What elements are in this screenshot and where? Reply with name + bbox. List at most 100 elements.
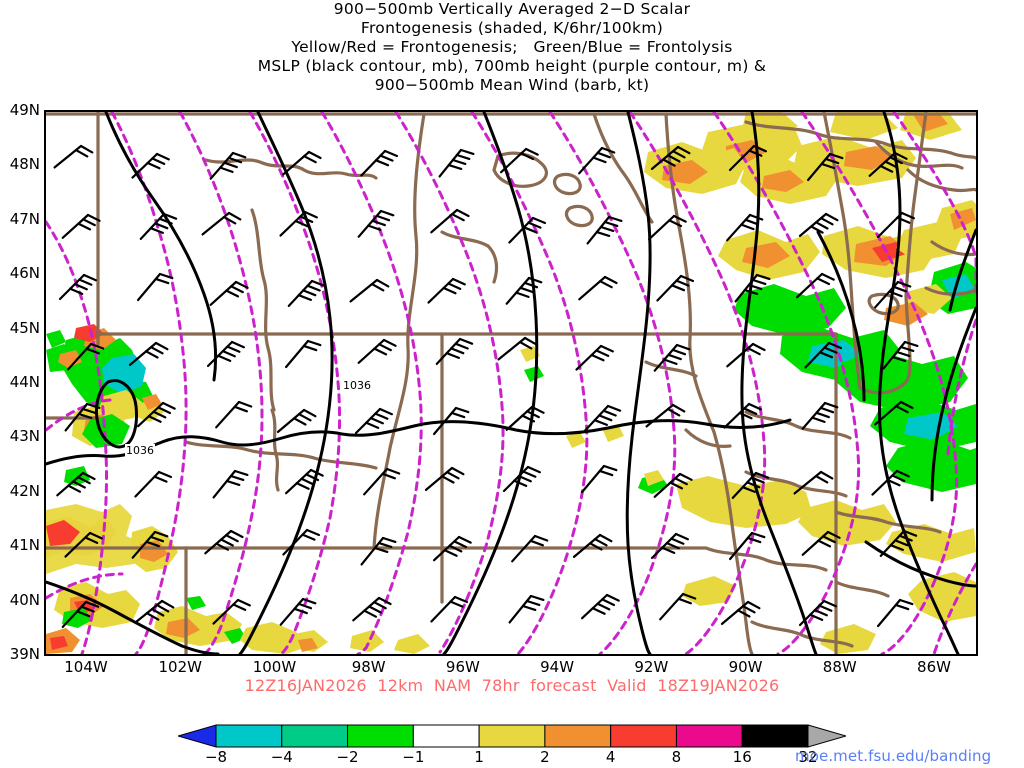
wind-barb [578, 146, 616, 175]
longitude-tick-label: 92W [634, 658, 669, 676]
longitude-tick-label: 86W [917, 658, 951, 676]
wind-barb [505, 276, 543, 305]
wind-barb [502, 465, 541, 493]
wind-barb [206, 340, 245, 368]
wind-barb [728, 144, 767, 172]
wind-barb [285, 468, 324, 495]
wind-barb [285, 339, 322, 369]
wind-barb [201, 211, 242, 236]
wind-barb [352, 596, 392, 622]
colorbar-over-arrow [807, 724, 846, 748]
wind-barb [653, 472, 693, 498]
wind-barb [360, 149, 399, 177]
wind-barb [659, 592, 697, 621]
wind-barb [650, 532, 689, 560]
wind-barb [349, 278, 390, 303]
wind-barb [276, 408, 317, 433]
title-line-5: 900−500mb Mean Wind (barb, kt) [374, 76, 650, 94]
latitude-tick-label: 44N [9, 373, 40, 391]
wind-barb [508, 216, 547, 244]
longitude-tick-label: 90W [728, 658, 763, 676]
latitude-tick-label: 41N [9, 536, 40, 555]
title-line-4: MSLP (black contour, mb), 700mb height (… [257, 57, 767, 75]
wind-barb [424, 466, 465, 491]
map-plot-area: 1036 1036 [44, 110, 978, 656]
wind-barb [726, 342, 766, 368]
wind-barb [209, 280, 249, 306]
latitude-tick-label: 39N [9, 645, 40, 663]
wind-barb [497, 336, 538, 361]
colorbar-swatch [741, 724, 809, 748]
wind-barb [137, 401, 176, 428]
wind-barb [433, 406, 470, 436]
wind-barb [212, 469, 249, 499]
title-line-2: Frontogenesis (shaded, K/6hr/100km) [360, 19, 664, 37]
colorbar-tick-label: 1 [474, 748, 484, 766]
colorbar-swatch [281, 724, 349, 748]
wind-barb [53, 144, 94, 169]
wind-barb [282, 528, 321, 556]
wind-barb [128, 341, 169, 366]
colorbar-tick-label: 16 [732, 748, 752, 766]
latitude-tick-label: 40N [9, 590, 40, 609]
wind-barb [67, 342, 105, 371]
wind-barb [508, 594, 545, 624]
wind-barb [877, 598, 914, 628]
wind-barb [807, 152, 844, 182]
longitude-tick-label: 94W [540, 658, 575, 676]
wind-barb [575, 344, 614, 371]
colorbar-swatch [347, 724, 414, 748]
latitude-tick-label: 46N [9, 264, 40, 283]
wind-barb [871, 469, 910, 496]
wind-barb [876, 211, 915, 239]
colorbar-under-arrow [178, 724, 217, 748]
wind-barb [56, 471, 96, 497]
wind-barb [874, 400, 914, 426]
wind-barb [653, 343, 691, 372]
colorbar-swatch [412, 724, 480, 748]
wind-barb [731, 471, 770, 499]
wind-barb [581, 464, 618, 494]
latitude-tick-label: 45N [9, 318, 40, 337]
colorbar-swatch [544, 724, 612, 748]
longitude-tick-label: 96W [445, 658, 480, 676]
wind-barb [354, 407, 393, 435]
wind-barb [720, 600, 761, 625]
wind-barb [134, 470, 173, 498]
wind-barb [581, 593, 620, 620]
wind-barb [729, 531, 766, 561]
colorbar-tick-label: 32 [798, 748, 818, 766]
wind-barb [572, 533, 613, 558]
wind-barb [287, 279, 326, 307]
longitude-tick-label: 88W [822, 658, 857, 676]
forecast-caption: 12Z16JAN2026 12km NAM 78hr forecast Vali… [244, 676, 780, 695]
longitude-tick-label: 100W [252, 658, 297, 676]
colorbar-tick-label: −1 [402, 748, 425, 766]
wind-barb [363, 467, 401, 496]
wind-barb [64, 531, 103, 558]
wind-barb [505, 405, 545, 431]
wind-barb [279, 210, 318, 237]
wind-barb [139, 212, 178, 240]
source-watermark: moe.met.fsu.edu/banding [795, 747, 992, 765]
wind-barb [131, 152, 170, 179]
wind-barb [282, 150, 322, 176]
colorbar-tick-label: 8 [671, 748, 682, 766]
chart-title-block: 900−500mb Vertically Averaged 2−D Scalar… [0, 0, 1024, 95]
political-boundaries-layer [46, 112, 976, 654]
wind-barb [726, 213, 764, 242]
colorbar[interactable] [178, 724, 846, 748]
wind-barb [430, 595, 469, 623]
longitude-tick-label: 102W [158, 658, 202, 676]
wind-barb [648, 214, 687, 241]
wind-barb [137, 272, 174, 302]
latitude-tick-label: 43N [9, 427, 40, 446]
colorbar-swatch [215, 724, 283, 748]
longitude-tick-label: 104W [64, 658, 108, 676]
colorbar-tick-label: 2 [540, 748, 550, 766]
wind-barb [645, 403, 686, 428]
wind-barb [801, 401, 839, 430]
wind-barb [882, 340, 919, 370]
wind-barb [500, 147, 539, 174]
